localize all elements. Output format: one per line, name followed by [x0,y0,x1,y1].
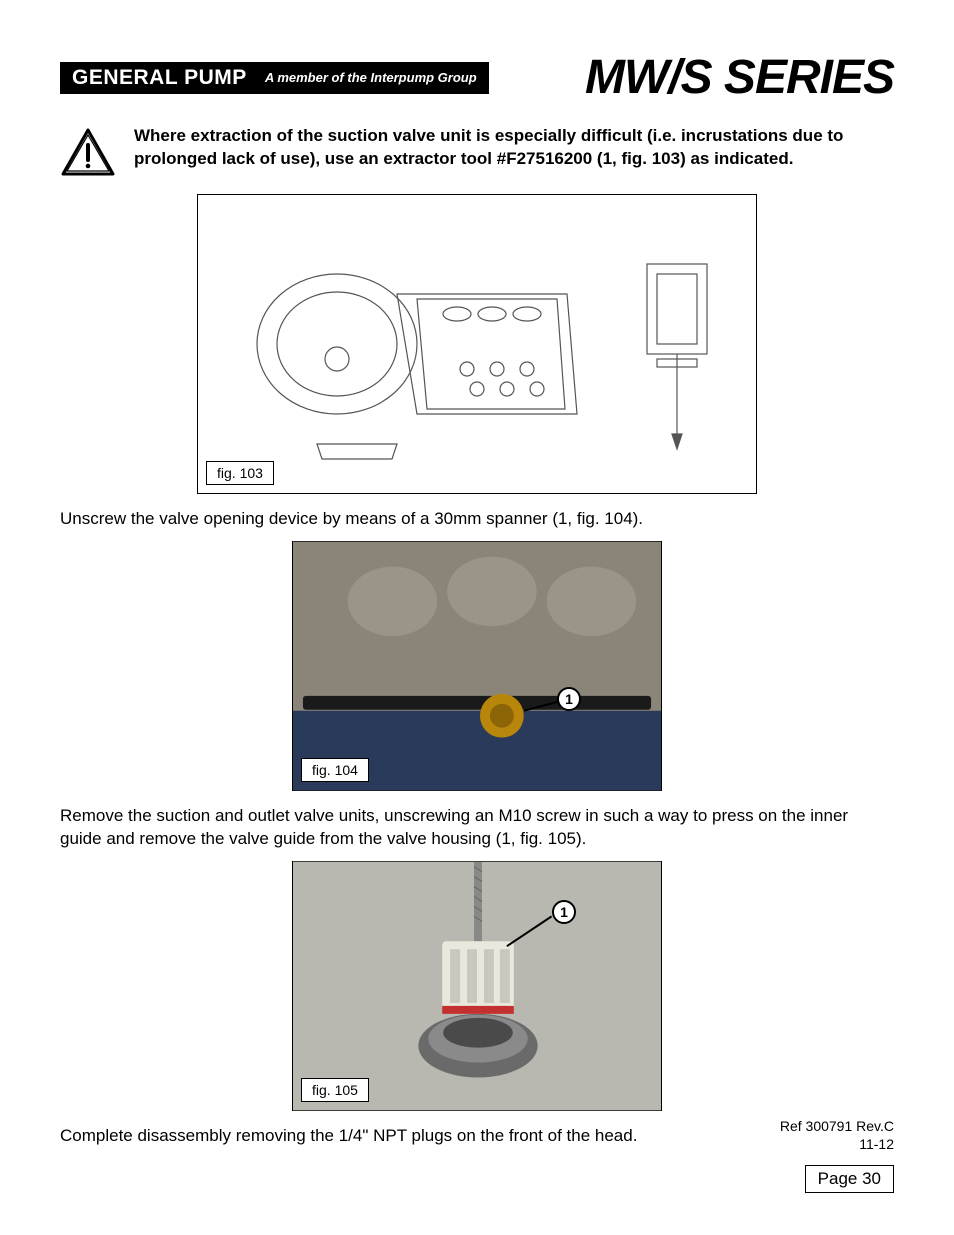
figure-103-container: fig. 103 [60,194,894,494]
brand-tagline: A member of the Interpump Group [265,70,477,85]
figure-104-callout-1: 1 [557,687,581,711]
warning-text: Where extraction of the suction valve un… [134,125,894,171]
instruction-text-1: Unscrew the valve opening device by mean… [60,508,894,531]
brand-name: GENERAL PUMP [72,66,247,90]
figure-104-label: fig. 104 [301,758,369,782]
figure-103-label: fig. 103 [206,461,274,485]
series-title: MW/S SERIES [585,50,894,105]
figure-105: 1 fig. 105 [292,861,662,1111]
page-number: Page 30 [805,1165,894,1193]
figure-103: fig. 103 [197,194,757,494]
instruction-text-3: Complete disassembly removing the 1/4" N… [60,1125,894,1148]
page-footer: Ref 300791 Rev.C 11-12 Page 30 [780,1117,894,1193]
spanner-photo-icon [293,542,661,790]
valve-unit-photo-icon [293,862,661,1110]
figure-105-container: 1 fig. 105 [60,861,894,1111]
page-header: GENERAL PUMP A member of the Interpump G… [60,50,894,105]
ref-date: 11-12 [780,1135,894,1153]
figure-105-label: fig. 105 [301,1078,369,1102]
figure-105-callout-1: 1 [552,900,576,924]
figure-104: 1 fig. 104 [292,541,662,791]
ref-number: Ref 300791 Rev.C [780,1117,894,1135]
header-left-bar: GENERAL PUMP A member of the Interpump G… [60,62,489,94]
pump-diagram-icon [198,195,756,493]
warning-block: Where extraction of the suction valve un… [60,125,894,182]
figure-104-container: 1 fig. 104 [60,541,894,791]
warning-triangle-icon [60,127,116,182]
instruction-text-2: Remove the suction and outlet valve unit… [60,805,894,851]
